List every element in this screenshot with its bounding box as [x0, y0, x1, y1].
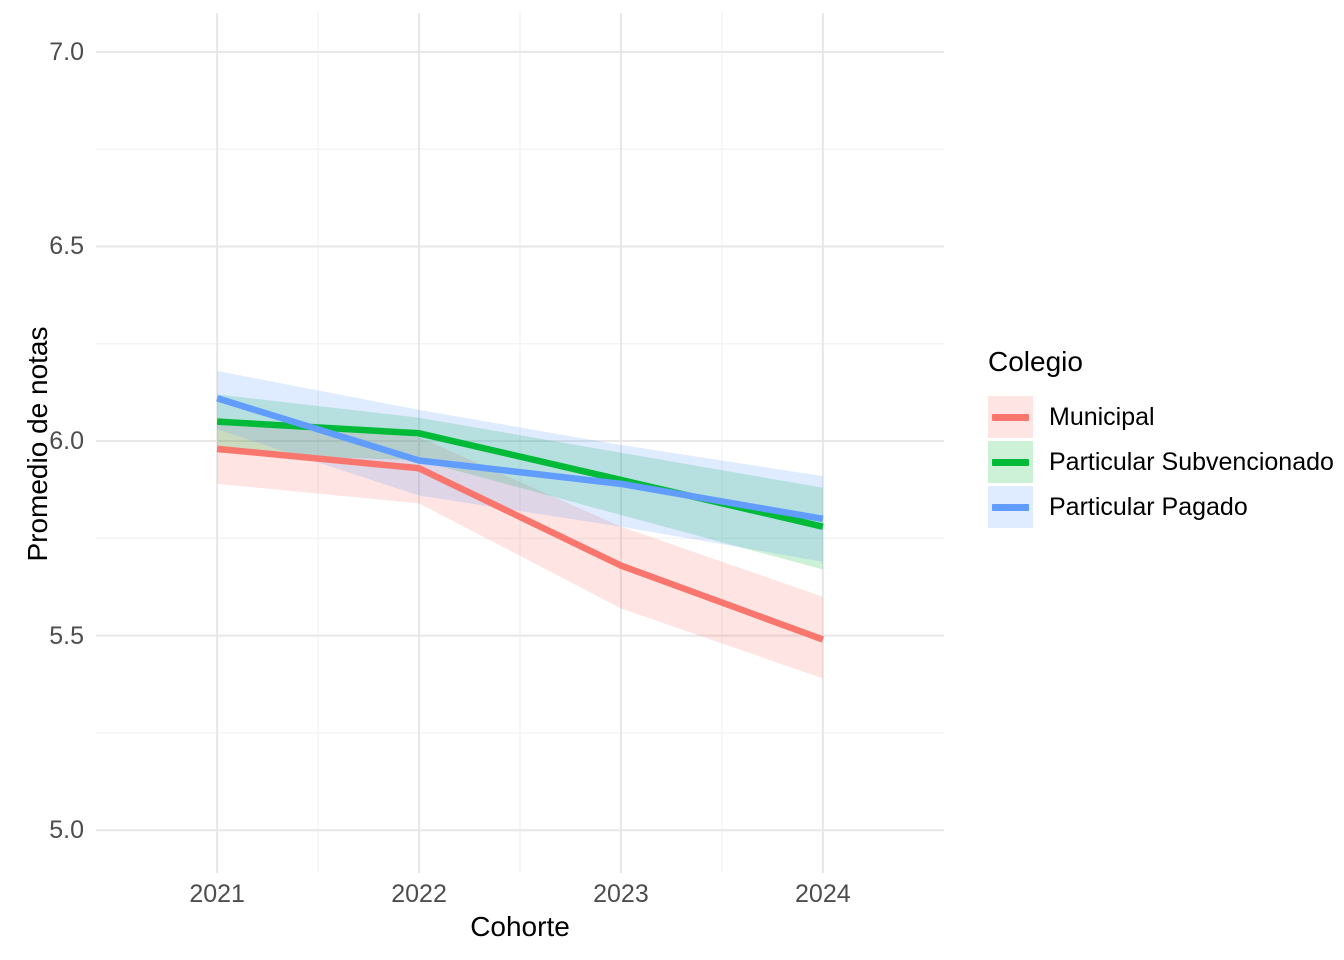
x-tick-label-2022: 2022 — [391, 880, 447, 908]
legend-item-particular-subvencionado: Particular Subvencionado — [988, 441, 1334, 483]
x-tick-label-2021: 2021 — [189, 880, 245, 908]
y-tick-label-6.0: 6.0 — [49, 427, 84, 456]
legend-item-municipal: Municipal — [988, 396, 1334, 438]
legend-items: Municipal Particular Subvencionado Particu… — [988, 396, 1334, 528]
legend-key-line-icon — [992, 503, 1029, 511]
legend-label-municipal: Municipal — [1049, 402, 1155, 431]
y-axis-title: Promedio de notas — [22, 326, 53, 562]
legend-key-line-icon — [992, 413, 1029, 421]
legend-item-particular-pagado: Particular Pagado — [988, 486, 1334, 528]
legend-title: Colegio — [988, 346, 1083, 377]
y-tick-label-5.5: 5.5 — [49, 621, 84, 650]
y-tick-label-6.5: 6.5 — [49, 232, 84, 261]
x-axis-title: Cohorte — [470, 911, 570, 942]
x-tick-label-2024: 2024 — [795, 880, 851, 908]
ribbon-municipal — [217, 417, 823, 679]
line-municipal — [216, 445, 824, 643]
legend: Colegio Municipal Particular Subvencionad… — [988, 346, 1334, 531]
legend-key-swatch-particular-pagado — [988, 486, 1033, 528]
ribbon-particular-pagado — [217, 371, 823, 562]
legend-key-swatch-municipal — [988, 396, 1033, 438]
line-particular-pagado — [216, 395, 824, 523]
y-tick-label-7.0: 7.0 — [49, 37, 84, 66]
legend-key-line-icon — [992, 458, 1029, 466]
legend-label-particular-pagado: Particular Pagado — [1049, 492, 1248, 521]
legend-key-swatch-particular-subvencionado — [988, 441, 1033, 483]
legend-label-particular-subvencionado: Particular Subvencionado — [1049, 447, 1334, 476]
y-tick-label-5.0: 5.0 — [49, 816, 84, 845]
x-tick-label-2023: 2023 — [593, 880, 649, 908]
ribbon-particular-subvencionado — [217, 394, 823, 570]
